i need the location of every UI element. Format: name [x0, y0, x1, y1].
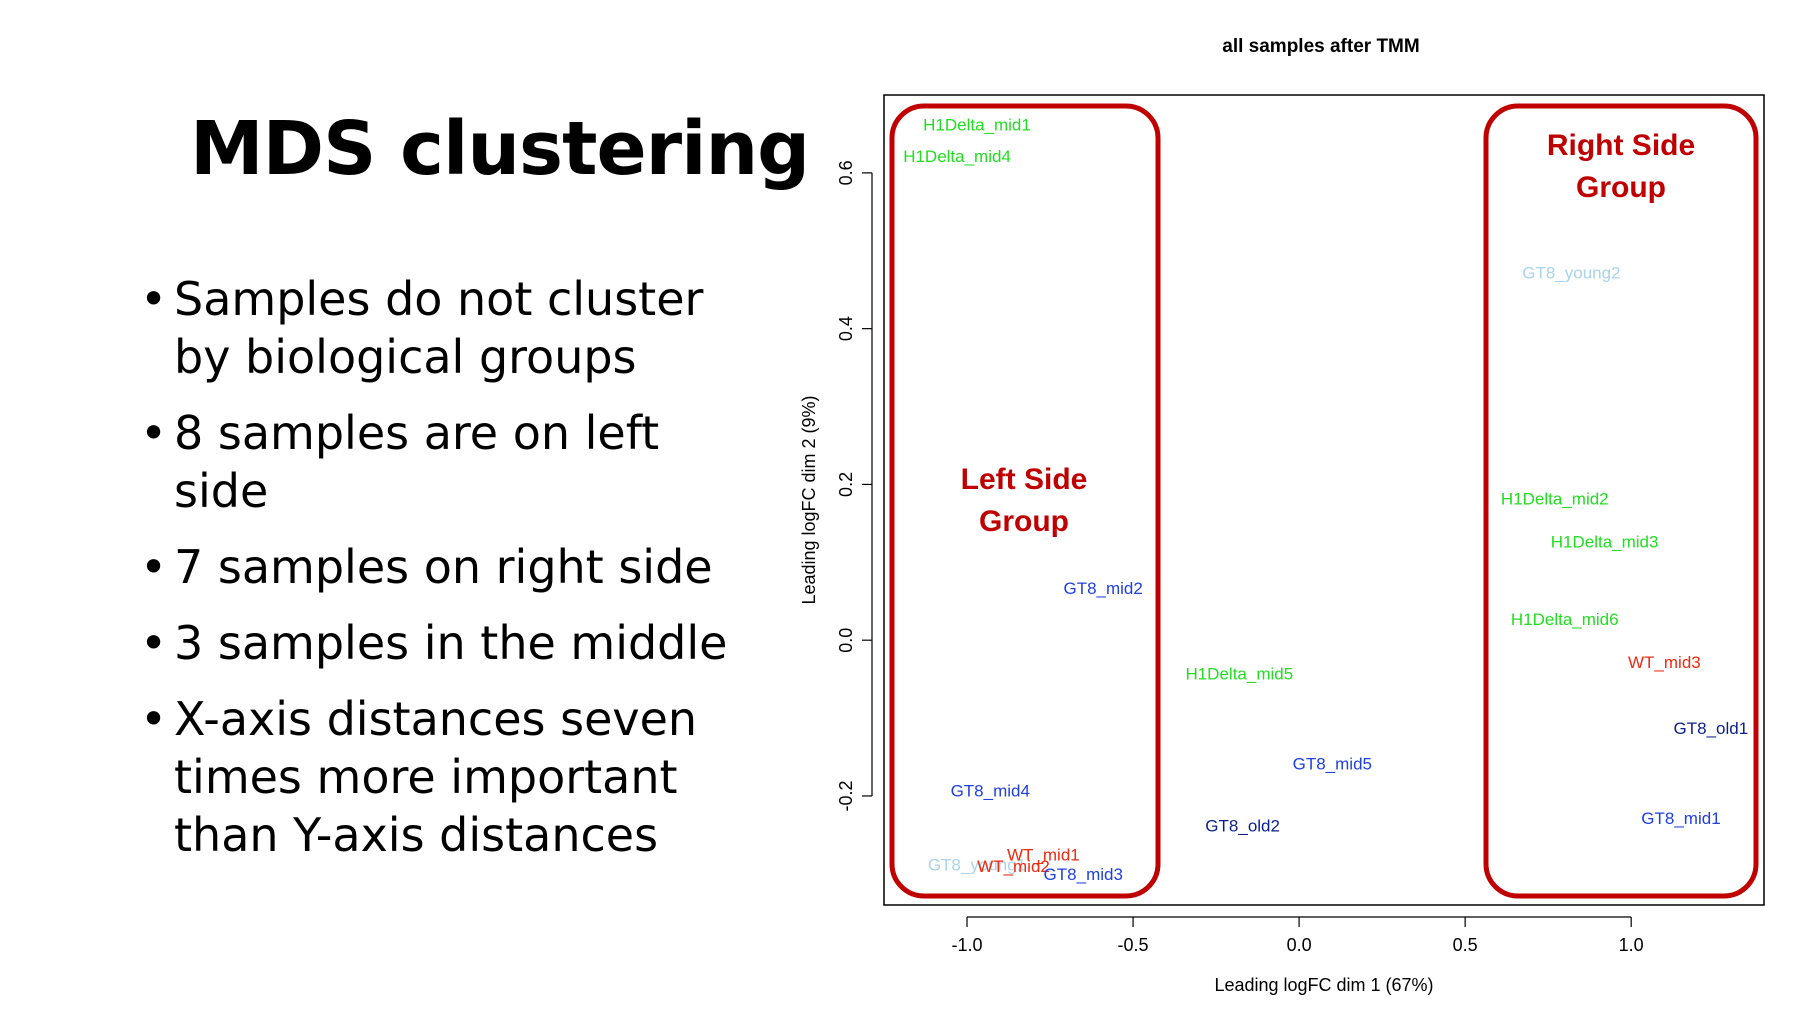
sample-label: WT_mid1 — [1007, 845, 1080, 864]
bullet-item: • X-axis distances seven times more impor… — [140, 690, 730, 864]
bullet-text: Samples do not cluster by biological gro… — [174, 272, 704, 384]
sample-label: GT8_old2 — [1205, 817, 1280, 836]
right-group-box — [1483, 103, 1759, 899]
left-group-label: Group — [979, 505, 1069, 538]
right-group-label: Group — [1576, 171, 1666, 204]
x-tick-label: 0.5 — [1453, 935, 1478, 955]
bullet-item: • 7 samples on right side — [140, 538, 730, 596]
sample-labels: H1Delta_mid1 H1Delta_mid4 GT8_young2 H1Delt… — [903, 116, 1748, 884]
bullet-item: • 8 samples are on left side — [140, 404, 730, 520]
sample-label: H1Delta_mid3 — [1551, 532, 1659, 551]
y-tick-label: 0.0 — [836, 628, 856, 653]
y-axis-label: Leading logFC dim 2 (9%) — [799, 395, 819, 604]
bullet-dot: • — [140, 406, 168, 460]
plot-frame — [883, 94, 1765, 906]
bullet-item: • Samples do not cluster by biological gr… — [140, 270, 730, 386]
bullet-dot: • — [140, 692, 168, 746]
x-tick-label: 1.0 — [1619, 935, 1644, 955]
sample-label: H1Delta_mid1 — [923, 116, 1031, 135]
left-group-label: Left Side — [961, 463, 1088, 496]
group-boxes: Left Side Group Right Side Group — [889, 103, 1759, 899]
sample-label: WT_mid3 — [1628, 653, 1701, 672]
x-tick-label: -1.0 — [952, 935, 983, 955]
y-tick-label: 0.2 — [836, 472, 856, 497]
left-group-box — [889, 103, 1161, 899]
sample-label: GT8_mid4 — [951, 782, 1030, 801]
sample-label: H1Delta_mid5 — [1185, 665, 1293, 684]
sample-label: GT8_old1 — [1674, 719, 1749, 738]
bullet-dot: • — [140, 540, 168, 594]
right-group-label: Right Side — [1547, 129, 1695, 162]
bullet-dot: • — [140, 272, 168, 326]
sample-label: H1Delta_mid6 — [1511, 610, 1619, 629]
x-axis-label: Leading logFC dim 1 (67%) — [1214, 975, 1433, 995]
y-tick-label: -0.2 — [836, 780, 856, 811]
bullet-text: 8 samples are on left side — [174, 406, 660, 518]
x-tick-label: 0.0 — [1287, 935, 1312, 955]
y-tick-label: 0.4 — [836, 316, 856, 341]
slide-title: MDS clustering — [190, 106, 810, 192]
bullet-dot: • — [140, 616, 168, 670]
sample-label: GT8_mid5 — [1293, 754, 1372, 773]
sample-label: GT8_young1 — [928, 856, 1026, 875]
y-tick-label: 0.6 — [836, 160, 856, 185]
bullet-item: • 3 samples in the middle — [140, 614, 730, 672]
sample-label: GT8_mid2 — [1063, 579, 1142, 598]
axes: -1.0 -0.5 0.0 0.5 1.0 -0.2 0.0 0.2 0.4 0.6 — [836, 160, 1644, 955]
sample-label: GT8_mid3 — [1044, 865, 1123, 884]
mds-scatter-chart: all samples after TMM -1.0 -0.5 0.0 0.5 1.0-… — [799, 36, 1765, 995]
sample-label: GT8_young2 — [1522, 264, 1620, 283]
sample-label: H1Delta_mid4 — [903, 147, 1011, 166]
sample-label: H1Delta_mid2 — [1501, 489, 1609, 508]
sample-label: WT_mid2 — [977, 857, 1050, 876]
x-tick-label: -0.5 — [1118, 935, 1149, 955]
sample-label: GT8_mid1 — [1641, 809, 1720, 828]
bullet-list: • Samples do not cluster by biological gr… — [140, 270, 730, 882]
bullet-text: 3 samples in the middle — [174, 616, 728, 670]
bullet-text: X-axis distances seven times more import… — [174, 692, 698, 862]
chart-title: all samples after TMM — [1222, 36, 1419, 57]
bullet-text: 7 samples on right side — [174, 540, 713, 594]
